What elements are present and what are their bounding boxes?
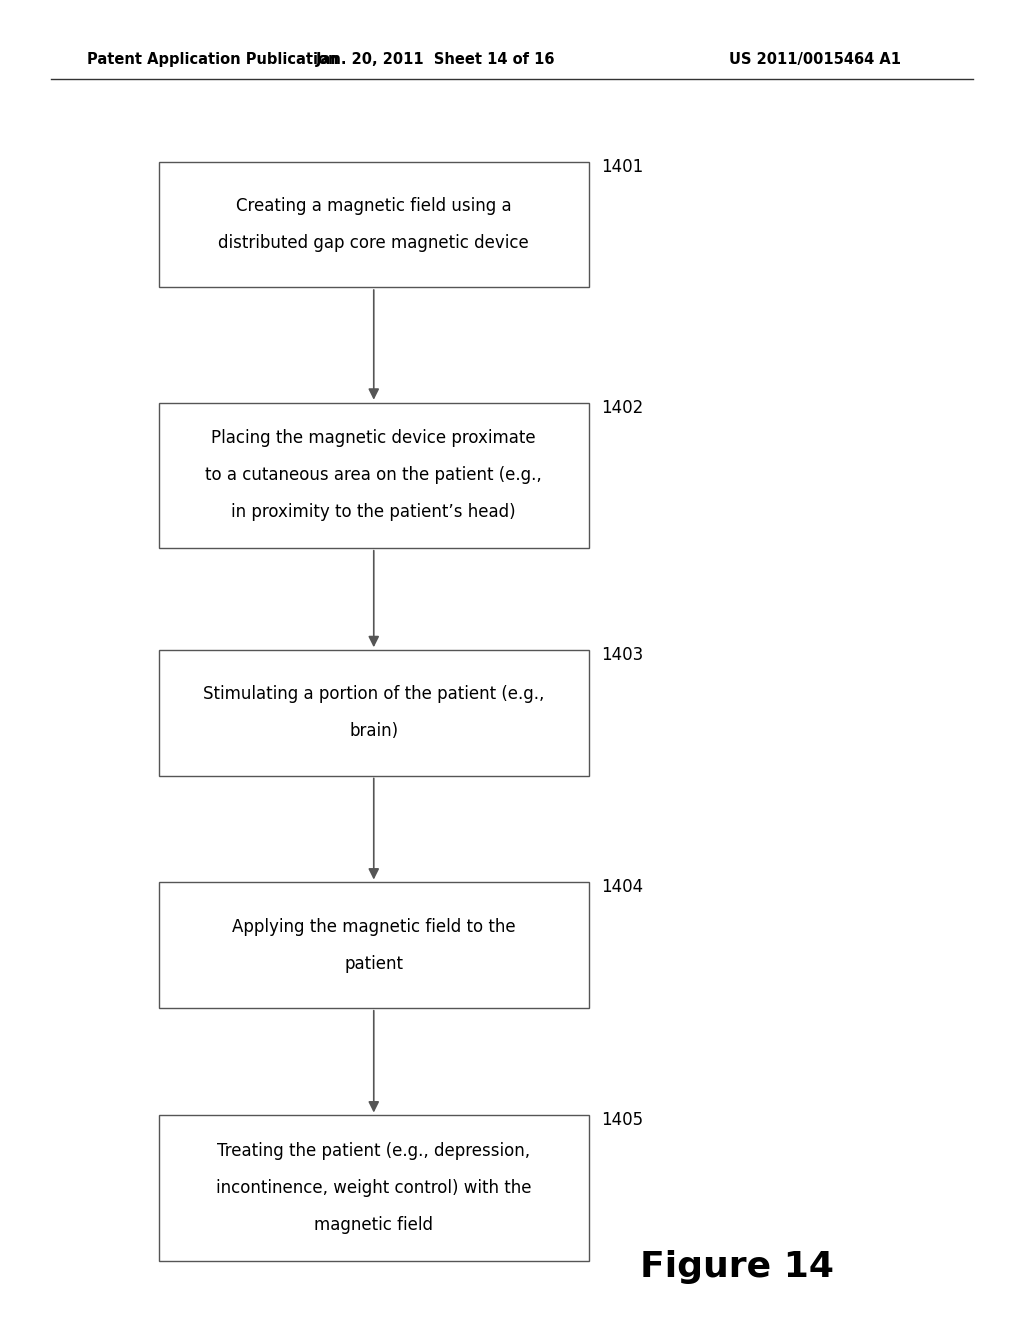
Bar — [159, 1115, 589, 1261]
Text: to a cutaneous area on the patient (e.g.,: to a cutaneous area on the patient (e.g.… — [206, 466, 542, 484]
Text: patient: patient — [344, 954, 403, 973]
Text: 1402: 1402 — [601, 399, 643, 417]
Bar — [159, 882, 589, 1008]
Text: Placing the magnetic device proximate: Placing the magnetic device proximate — [211, 429, 537, 447]
Text: Stimulating a portion of the patient (e.g.,: Stimulating a portion of the patient (e.… — [203, 685, 545, 704]
Text: 1404: 1404 — [601, 879, 643, 896]
Bar — [159, 162, 589, 288]
Text: Patent Application Publication: Patent Application Publication — [87, 51, 339, 67]
Text: Treating the patient (e.g., depression,: Treating the patient (e.g., depression, — [217, 1142, 530, 1160]
Text: Figure 14: Figure 14 — [640, 1250, 835, 1284]
Text: US 2011/0015464 A1: US 2011/0015464 A1 — [729, 51, 901, 67]
Text: 1401: 1401 — [601, 158, 643, 176]
Text: magnetic field: magnetic field — [314, 1216, 433, 1234]
Text: in proximity to the patient’s head): in proximity to the patient’s head) — [231, 503, 516, 521]
Text: Applying the magnetic field to the: Applying the magnetic field to the — [232, 917, 515, 936]
Bar — [159, 403, 589, 548]
Text: brain): brain) — [349, 722, 398, 741]
Bar — [159, 649, 589, 776]
Text: 1403: 1403 — [601, 645, 643, 664]
Text: distributed gap core magnetic device: distributed gap core magnetic device — [218, 234, 529, 252]
Text: Creating a magnetic field using a: Creating a magnetic field using a — [236, 197, 512, 215]
Text: incontinence, weight control) with the: incontinence, weight control) with the — [216, 1179, 531, 1197]
Text: Jan. 20, 2011  Sheet 14 of 16: Jan. 20, 2011 Sheet 14 of 16 — [315, 51, 555, 67]
Text: 1405: 1405 — [601, 1111, 643, 1130]
